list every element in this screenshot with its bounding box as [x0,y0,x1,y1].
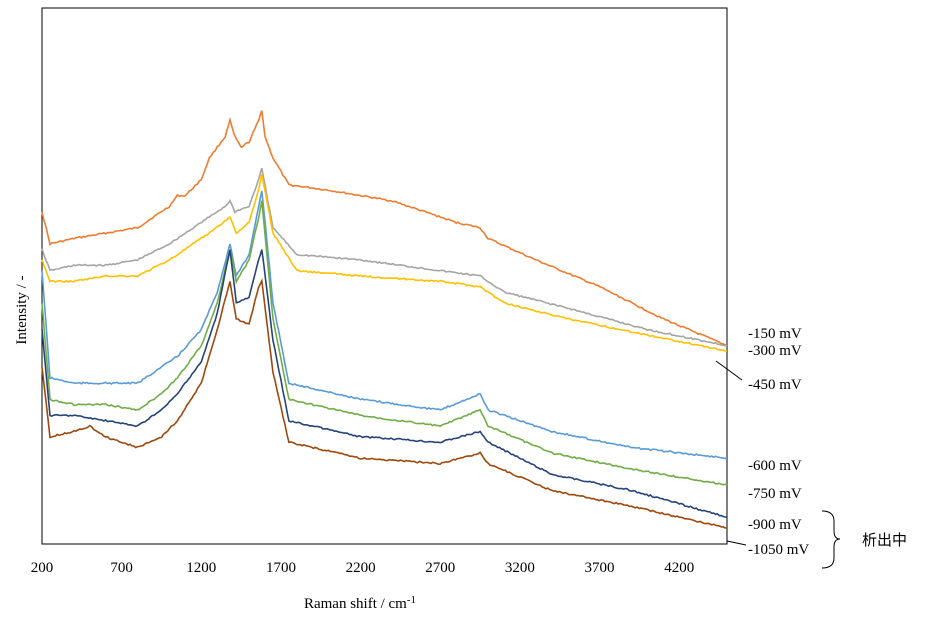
x-axis-label-sup: -1 [407,594,416,606]
leader-line-1050 [726,540,747,546]
series-line-300mV [41,167,727,347]
x-tick-labels: 200 700 1200 1700 2200 2700 3200 3700 4200 [31,560,694,576]
series-line-750mV [41,200,728,486]
series-label: -600 mV [748,458,802,474]
series-line-600mV [41,190,728,460]
series-line-1050mV [41,278,727,529]
series-line-900mV [41,249,728,518]
series-label: -150 mV [748,326,802,342]
x-tick-label: 4200 [664,560,694,576]
series-group [41,110,728,529]
series-label: -300 mV [748,343,802,359]
x-tick-label: 1200 [186,560,216,576]
series-label: -1050 mV [748,542,809,558]
x-tick-label: 2700 [425,560,455,576]
plot-area-frame [41,7,728,545]
x-tick-label: 200 [31,560,54,576]
x-axis-label: Raman shift / cm-1 [304,594,416,612]
series-labels: -150 mV-300 mV -450 mV -600 mV -750 mV -900 … [748,326,809,558]
bracket-label: 析出中 [862,531,907,549]
right-bracket [821,510,841,569]
x-tick-label: 700 [110,560,133,576]
x-axis-label-text: Raman shift / cm [304,596,407,612]
series-label: -450 mV [748,377,802,393]
x-tick-label: 2200 [346,560,376,576]
x-tick-label: 3700 [585,560,615,576]
y-axis-label: Intensity / - [14,275,30,344]
series-label: -900 mV [748,517,802,533]
x-tick-label: 1700 [266,560,296,576]
x-tick-label: 3200 [505,560,535,576]
series-line-450mV [41,174,728,352]
series-line-150mV [41,110,728,347]
series-label: -750 mV [748,486,802,502]
leader-line-450 [715,360,743,381]
